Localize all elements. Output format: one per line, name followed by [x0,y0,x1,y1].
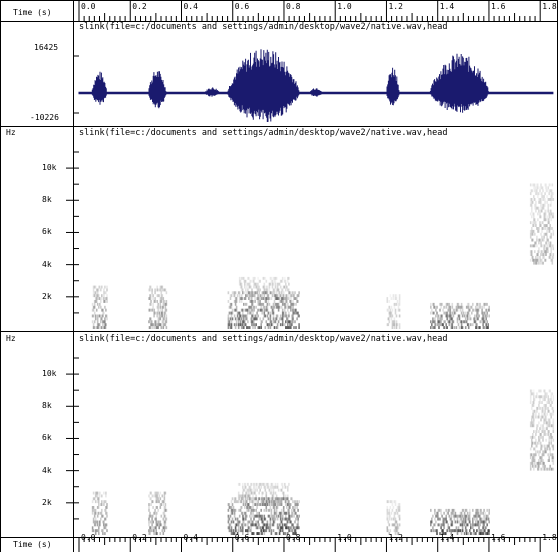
spectrogram2-title: slink(file=c:/documents and settings/adm… [79,334,448,344]
top-time-axis[interactable]: 0.0 0.2 0.4 0.6 0.8 1.0 1.2 1.4 1.6 1.8 [0,0,558,22]
spectrogram2-unit-label: Hz [6,334,16,343]
top-axis-divider [0,21,558,22]
spectrogram1-title: slink(file=c:/documents and settings/adm… [79,128,448,138]
top-edge [0,0,558,1]
spec1-y-tick-label: 10k [42,163,57,173]
top-time-tick-label: 1.8 [542,2,557,11]
top-time-tick-label: 1.6 [490,2,506,11]
top-time-axis-label: Time (s) [13,8,52,17]
spec1-y-tick-label: 4k [42,259,52,269]
waveform-title: slink(file=c:/documents and settings/adm… [79,22,448,32]
spec2-y-tick-label: 2k [42,497,52,507]
top-time-tick-label: 1.2 [388,2,403,11]
spec1-energy [91,183,555,329]
waveform-trace [78,49,554,122]
spec2-energy [91,389,555,535]
spectrogram-divider [0,331,558,332]
top-time-tick-label: 0.4 [183,2,198,11]
top-time-tick-label: 0.8 [285,2,301,11]
top-time-tick-label: 0.0 [81,2,96,11]
waveform-y-min-label: -10226 [30,113,59,122]
bottom-time-axis[interactable]: 0.00.20.40.60.81.01.21.41.61.8 [0,530,558,552]
spec2-y-tick-label: 6k [42,433,52,443]
spec2-y-tick-label: 8k [42,401,52,411]
top-time-tick-label: 1.4 [439,2,455,11]
waveform-divider [0,126,558,127]
gutter-divider [73,0,74,552]
top-time-tick-label: 0.6 [234,2,250,11]
bottom-axis-divider [0,537,558,538]
top-time-tick-label: 0.2 [132,2,147,11]
spec2-y-tick-label: 4k [42,465,52,475]
spectrogram1-unit-label: Hz [6,128,16,137]
spec1-y-tick-label: 8k [42,195,52,205]
top-time-tick-label: 1.0 [337,2,352,11]
spec2-y-tick-label: 10k [42,369,57,379]
bottom-time-axis-label: Time (s) [13,540,52,549]
waveform-y-max-label: 16425 [34,43,59,52]
spec1-y-tick-label: 6k [42,227,52,237]
left-edge [0,0,1,552]
spec1-y-tick-label: 2k [42,291,52,301]
